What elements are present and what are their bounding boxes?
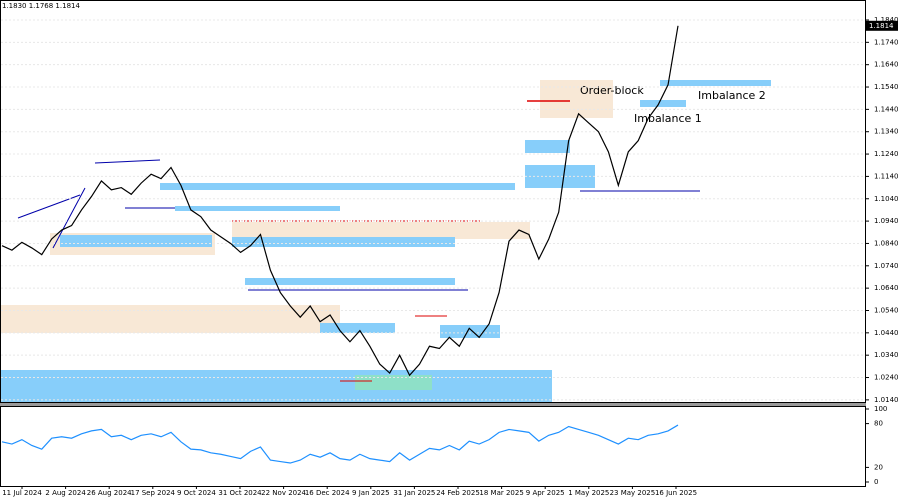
y-tick-label: 1.1340 xyxy=(874,128,899,136)
y-tick-label: 1.0640 xyxy=(874,284,899,292)
y-tick-label: 1.0940 xyxy=(874,217,899,225)
y-tick-label: 0 xyxy=(874,478,878,486)
y-tick-label: 1.1740 xyxy=(874,38,899,46)
annotation: Imbalance 2 xyxy=(698,89,766,102)
x-tick-label: 11 Jul 2024 xyxy=(2,489,42,497)
x-tick-label: 16 Jun 2025 xyxy=(655,489,697,497)
y-tick-label: 1.0340 xyxy=(874,351,899,359)
x-tick-label: 24 Feb 2025 xyxy=(436,489,480,497)
zones xyxy=(0,80,771,402)
y-tick-label: 1.1040 xyxy=(874,195,899,203)
x-tick-label: 9 Oct 2024 xyxy=(177,489,216,497)
y-tick-label: 1.1640 xyxy=(874,61,899,69)
x-tick-label: 22 Nov 2024 xyxy=(261,489,306,497)
y-tick-label: 1.1840 xyxy=(874,16,899,24)
annotation: Imbalance 1 xyxy=(634,112,702,125)
y-tick-label: 1.1440 xyxy=(874,105,899,113)
x-tick-label: 31 Oct 2024 xyxy=(218,489,262,497)
last-price-box xyxy=(866,20,898,31)
x-tick-label: 23 May 2025 xyxy=(610,489,656,497)
y-tick-label: 100 xyxy=(874,405,887,413)
y-tick-label: 1.0740 xyxy=(874,262,899,270)
x-tick-label: 18 Mar 2025 xyxy=(479,489,523,497)
price-line xyxy=(1,25,679,377)
y-tick-label: 1.0540 xyxy=(874,306,899,314)
x-tick-label: 9 Jan 2025 xyxy=(352,489,390,497)
y-tick-label: 1.1240 xyxy=(874,150,899,158)
x-tick-label: 2 Aug 2024 xyxy=(45,489,86,497)
last-price-label: 1.1814 xyxy=(869,22,894,30)
y-tick-label: 1.1540 xyxy=(874,83,899,91)
y-tick-label: 1.0840 xyxy=(874,239,899,247)
x-tick-label: 16 Dec 2024 xyxy=(305,489,350,497)
price-header: 1.1830 1.1768 1.1814 xyxy=(2,2,80,10)
y-tick-label: 1.0140 xyxy=(874,396,899,404)
y-tick-label: 1.1140 xyxy=(874,172,899,180)
x-tick-label: 9 Apr 2025 xyxy=(526,489,565,497)
x-tick-label: 1 May 2025 xyxy=(568,489,609,497)
y-tick-label: 20 xyxy=(874,463,883,471)
x-tick-label: 31 Jan 2025 xyxy=(393,489,435,497)
y-tick-label: 1.0440 xyxy=(874,329,899,337)
x-tick-label: 17 Sep 2024 xyxy=(131,489,176,497)
annotation: Order-block xyxy=(580,84,644,97)
main-panel xyxy=(0,0,866,403)
price-line xyxy=(1,424,679,464)
rsi-panel xyxy=(0,406,866,487)
y-tick-label: 1.0240 xyxy=(874,374,899,382)
panel-separator xyxy=(0,403,866,406)
y-tick-label: 80 xyxy=(874,420,883,428)
x-tick-label: 26 Aug 2024 xyxy=(87,489,132,497)
